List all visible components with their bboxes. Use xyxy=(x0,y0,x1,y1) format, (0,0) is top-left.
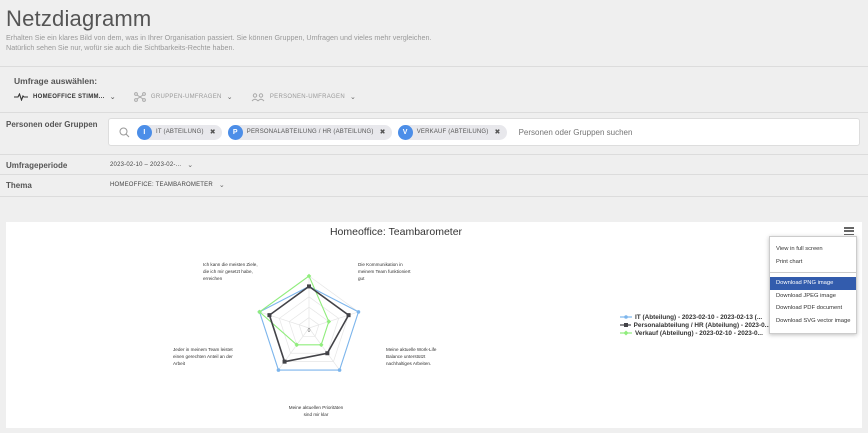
menu-item-download-png[interactable]: Download PNG image xyxy=(770,277,856,290)
axis-label-line: Ich kann die meisten Ziele, xyxy=(203,262,258,267)
legend-marker xyxy=(620,315,632,319)
legend-item-sales[interactable]: Verkauf (Abteilung) - 2023-02-10 - 2023-… xyxy=(620,329,770,337)
hamburger-menu-icon[interactable] xyxy=(844,227,854,236)
legend-item-it[interactable]: IT (Abteilung) - 2023-02-10 - 2023-02-13… xyxy=(620,313,770,321)
period-label: Umfrageperiode xyxy=(6,161,68,170)
axis-label-line: die ich mir gesetzt habe, xyxy=(203,269,253,274)
axis-label-line: einen gerechten Anteil an der xyxy=(173,354,233,359)
axis-label-line: gut xyxy=(358,276,365,281)
legend-item-hr[interactable]: Personalabteilung / HR (Abteilung) - 202… xyxy=(620,321,770,329)
menu-item-download-svg[interactable]: Download SVG vector image xyxy=(776,317,851,324)
topic-value: HOMEOFFICE: TEAMBAROMETER xyxy=(110,182,213,188)
axis-label-line: Jeder in meinem Team leistet xyxy=(173,347,233,352)
menu-item-download-jpeg[interactable]: Download JPEG image xyxy=(776,292,836,299)
divider xyxy=(0,154,868,155)
group-chip-hr: P PERSONALABTEILUNG / HR (ABTEILUNG) ✖ xyxy=(227,124,392,140)
chevron-down-icon: ⌄ xyxy=(187,162,194,169)
survey-tab-people[interactable]: PERSONEN-UMFRAGEN ⌄ xyxy=(251,92,357,102)
survey-tab-homeoffice[interactable]: HOMEOFFICE STIMM... ⌄ xyxy=(14,93,116,101)
people-icon xyxy=(251,92,265,101)
remove-chip-icon[interactable]: ✖ xyxy=(494,129,501,136)
network-icon xyxy=(133,92,146,102)
survey-label: Umfrage auswählen: xyxy=(14,76,98,86)
legend-marker xyxy=(620,323,631,327)
chip-badge: V xyxy=(397,124,413,140)
axis-label-line: Meine aktuellen Prioritäten xyxy=(288,405,344,410)
page-description: Erhalten Sie ein klares Bild von dem, wa… xyxy=(6,33,432,52)
survey-tab-label: HOMEOFFICE STIMM... xyxy=(33,94,105,100)
remove-chip-icon[interactable]: ✖ xyxy=(379,129,386,136)
menu-item-fullscreen[interactable]: View in full screen xyxy=(776,246,823,252)
topic-select[interactable]: HOMEOFFICE: TEAMBAROMETER ⌄ xyxy=(110,181,225,189)
survey-tab-label: PERSONEN-UMFRAGEN xyxy=(269,94,345,100)
period-select[interactable]: 2023-02-10 – 2023-02-... ⌄ xyxy=(110,161,193,169)
axis-label-goals: Ich kann die meisten Ziele, die ich mir g… xyxy=(203,261,258,282)
divider xyxy=(0,112,868,113)
menu-separator xyxy=(770,272,856,273)
axis-label-line: Die Kommunikation in xyxy=(358,262,403,267)
menu-item-download-pdf[interactable]: Download PDF document xyxy=(776,305,843,311)
chart-card: Homeoffice: Teambarometer xyxy=(6,222,862,428)
axis-label-line: Meine aktuelle Work-Life xyxy=(386,347,437,352)
legend: IT (Abteilung) - 2023-02-10 - 2023-02-13… xyxy=(620,313,770,337)
chart-export-menu: View in full screen Print chart Download… xyxy=(769,236,857,334)
chip-label: IT (ABTEILUNG) xyxy=(156,129,204,135)
chip-badge: I xyxy=(137,124,152,140)
divider xyxy=(0,174,868,175)
pulse-icon xyxy=(14,93,28,101)
divider xyxy=(0,66,868,67)
axis-label-work-life: Meine aktuelle Work-Life Balance unterstü… xyxy=(386,346,436,367)
people-search-box: I IT (ABTEILUNG) ✖ P PERSONALABTEILUNG /… xyxy=(108,118,860,146)
legend-marker xyxy=(620,330,632,336)
axis-label-fair-share: Jeder in meinem Team leistet einen gerech… xyxy=(173,346,233,367)
chip-label: VERKAUF (ABTEILUNG) xyxy=(416,129,489,135)
chevron-down-icon: ⌄ xyxy=(349,94,357,101)
legend-label: Personalabteilung / HR (Abteilung) - 202… xyxy=(633,321,770,329)
topic-label: Thema xyxy=(6,181,32,190)
axis-label-line: meinem Team funktioniert xyxy=(358,269,411,274)
axis-label-communication: Die Kommunikation in meinem Team funktion… xyxy=(358,261,411,282)
legend-label: Verkauf (Abteilung) - 2023-02-10 - 2023-… xyxy=(635,329,763,337)
divider xyxy=(0,196,868,197)
chevron-down-icon: ⌄ xyxy=(109,94,116,101)
legend-label: IT (Abteilung) - 2023-02-10 - 2023-02-13… xyxy=(635,313,763,321)
people-label: Personen oder Gruppen xyxy=(6,120,98,129)
axis-label-line: sind mir klar xyxy=(303,412,329,417)
search-icon xyxy=(117,125,131,139)
chip-label: PERSONALABTEILUNG / HR (ABTEILUNG) xyxy=(246,129,374,135)
remove-chip-icon[interactable]: ✖ xyxy=(209,129,216,136)
group-chip-sales: V VERKAUF (ABTEILUNG) ✖ xyxy=(397,124,507,140)
axis-label-priorities: Meine aktuellen Prioritäten sind mir klar xyxy=(281,404,351,418)
survey-tabs: HOMEOFFICE STIMM... ⌄ GRUPPEN-UMFRAGEN ⌄… xyxy=(14,92,356,102)
menu-item-print[interactable]: Print chart xyxy=(776,258,803,265)
chevron-down-icon: ⌄ xyxy=(226,94,233,101)
axis-label-line: erreichen xyxy=(203,276,223,281)
axis-label-line: Balance unterstützt xyxy=(386,354,426,359)
people-search-input[interactable] xyxy=(518,127,719,137)
chip-badge: P xyxy=(227,124,243,140)
chart-title: Homeoffice: Teambarometer xyxy=(329,226,463,238)
page-title: Netzdiagramm xyxy=(6,6,152,31)
survey-tab-groups[interactable]: GRUPPEN-UMFRAGEN ⌄ xyxy=(133,92,233,102)
group-chip-it: I IT (ABTEILUNG) ✖ xyxy=(137,124,222,140)
axis-label-line: Arbeit xyxy=(173,361,186,366)
axis-label-line: nachhaltiges Arbeiten. xyxy=(386,361,432,366)
period-value: 2023-02-10 – 2023-02-... xyxy=(110,162,182,168)
survey-tab-label: GRUPPEN-UMFRAGEN xyxy=(150,94,222,100)
chevron-down-icon: ⌄ xyxy=(218,182,225,189)
